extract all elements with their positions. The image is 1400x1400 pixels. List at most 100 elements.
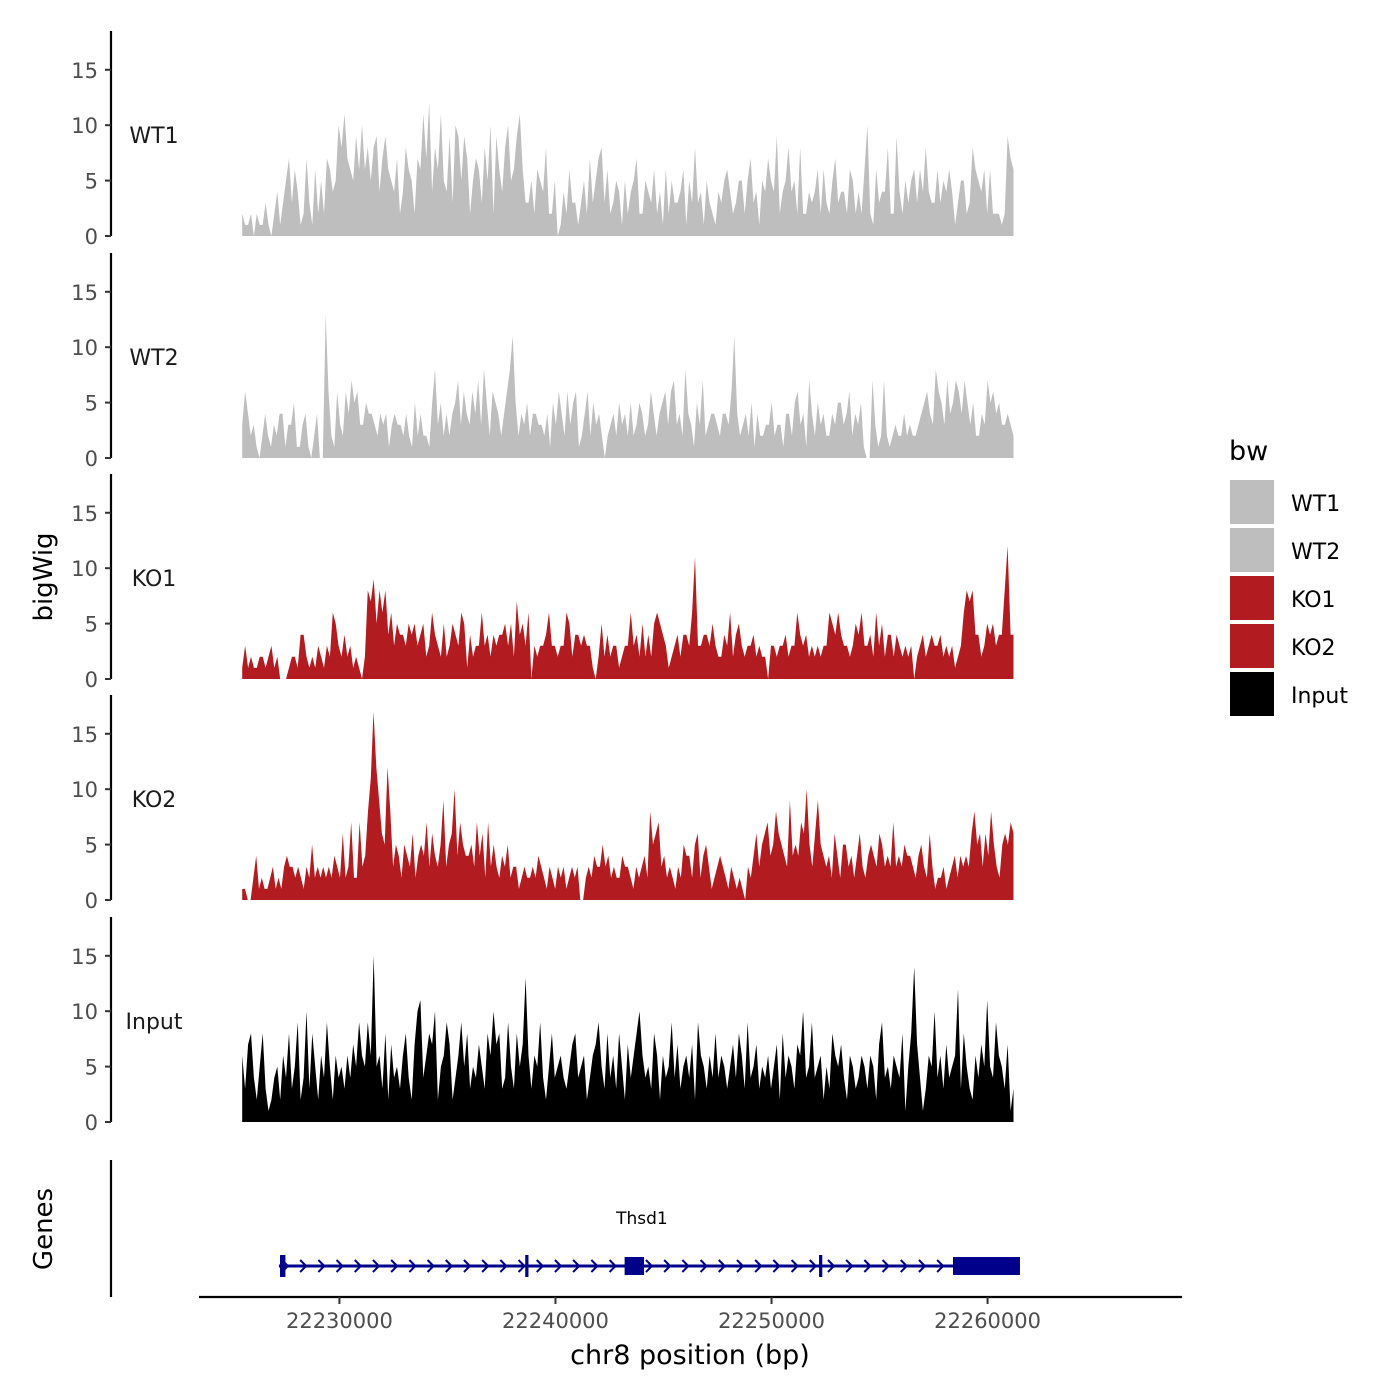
strand-arrow-icon	[699, 1259, 708, 1273]
y-tick-label: 10	[71, 114, 98, 138]
track-label-wt2: WT2	[129, 346, 178, 371]
track-label-input: Input	[126, 1010, 183, 1035]
strand-arrow-icon	[536, 1259, 545, 1273]
legend-title: bw	[1229, 436, 1268, 467]
legend: bw WT1 WT2 KO1 KO2 Input	[1229, 436, 1348, 716]
y-tick-label: 15	[71, 59, 98, 83]
track-label-wt1: WT1	[129, 124, 178, 149]
y-tick-label: 10	[71, 336, 98, 360]
strand-arrow-icon	[372, 1259, 381, 1273]
y-axis-label: bigWig	[29, 532, 59, 621]
strand-arrow-icon	[809, 1259, 818, 1273]
gene-exon	[819, 1255, 823, 1277]
legend-key-wt1	[1230, 480, 1274, 524]
y-tick-label: 5	[85, 834, 98, 858]
strand-arrow-icon	[881, 1259, 890, 1273]
gene-name-label: Thsd1	[615, 1209, 668, 1229]
track-panel-input: 0 5 10 15 Input	[71, 917, 1014, 1135]
strand-arrow-icon	[645, 1259, 654, 1273]
y-tick-label: 0	[85, 447, 98, 471]
track-label-ko2: KO2	[132, 788, 177, 813]
strand-arrow-icon	[445, 1259, 454, 1273]
y-tick-label: 0	[85, 889, 98, 913]
strand-arrow-icon	[426, 1259, 435, 1273]
signal-area-ko1	[242, 546, 1014, 679]
strand-arrow-icon	[354, 1259, 363, 1273]
track-panel-wt2: 0 5 10 15 WT2	[71, 253, 1014, 471]
strand-arrow-icon	[572, 1259, 581, 1273]
track-panel-wt1: 0 5 10 15 WT1	[71, 31, 1014, 249]
track-panel-ko1: 0 5 10 15 KO1	[71, 474, 1014, 692]
strand-arrow-icon	[390, 1259, 399, 1273]
strand-arrow-icon	[918, 1259, 927, 1273]
y-tick-label: 15	[71, 723, 98, 747]
x-tick-label: 22230000	[286, 1309, 393, 1333]
strand-arrow-icon	[736, 1259, 745, 1273]
strand-arrow-icon	[499, 1259, 508, 1273]
strand-arrow-icon	[718, 1259, 727, 1273]
gene-model	[278, 1255, 1020, 1277]
genes-panel: Genes Thsd1	[29, 1160, 1020, 1297]
strand-arrow-icon	[335, 1259, 344, 1273]
gene-exon	[280, 1255, 286, 1277]
x-axis: 22230000 22240000 22250000 22260000	[199, 1295, 1182, 1333]
legend-key-input	[1230, 672, 1274, 716]
y-tick-label: 0	[85, 668, 98, 692]
signal-area-wt1	[242, 103, 1014, 236]
x-tick-label: 22240000	[502, 1309, 609, 1333]
legend-label-ko2: KO2	[1291, 636, 1336, 661]
track-label-ko1: KO1	[132, 567, 177, 592]
strand-arrow-icon	[754, 1259, 763, 1273]
gene-exon	[952, 1257, 1020, 1275]
strand-arrow-icon	[463, 1259, 472, 1273]
y-tick-label: 10	[71, 778, 98, 802]
strand-arrow-icon	[772, 1259, 781, 1273]
x-axis-label: chr8 position (bp)	[570, 1340, 810, 1371]
strand-arrow-icon	[900, 1259, 909, 1273]
strand-arrow-icon	[827, 1259, 836, 1273]
x-tick-label: 22260000	[934, 1309, 1041, 1333]
y-tick-label: 0	[85, 1111, 98, 1135]
genes-axis-label: Genes	[29, 1188, 59, 1270]
strand-arrow-icon	[317, 1259, 326, 1273]
strand-arrow-icon	[863, 1259, 872, 1273]
legend-label-wt1: WT1	[1291, 492, 1340, 517]
strand-arrow-icon	[408, 1259, 417, 1273]
signal-area-input	[242, 955, 1014, 1122]
strand-arrow-icon	[517, 1259, 526, 1273]
track-panel-ko2: 0 5 10 15 KO2	[71, 695, 1014, 913]
gene-exon	[525, 1255, 529, 1277]
legend-label-input: Input	[1291, 684, 1348, 709]
strand-arrow-icon	[845, 1259, 854, 1273]
legend-label-wt2: WT2	[1291, 540, 1340, 565]
strand-arrow-icon	[790, 1259, 799, 1273]
y-tick-label: 5	[85, 392, 98, 416]
signal-area-wt2	[242, 313, 1014, 458]
x-tick-label: 22250000	[718, 1309, 825, 1333]
legend-key-wt2	[1230, 528, 1274, 572]
strand-arrow-icon	[663, 1259, 672, 1273]
strand-arrow-icon	[299, 1259, 308, 1273]
strand-arrow-icon	[481, 1259, 490, 1273]
strand-arrow-icon	[936, 1259, 945, 1273]
gene-exon	[624, 1257, 645, 1275]
y-tick-label: 0	[85, 225, 98, 249]
strand-arrow-icon	[554, 1259, 563, 1273]
y-tick-label: 15	[71, 502, 98, 526]
strand-arrow-icon	[608, 1259, 617, 1273]
track-panels: 0 5 10 15 WT1 0 5 10 15 WT2 0 5 10 15 KO1 0 5 10 15 KO2 0 5 10…	[71, 31, 1014, 1135]
legend-label-ko1: KO1	[1291, 588, 1336, 613]
y-tick-label: 10	[71, 1000, 98, 1024]
legend-key-ko2	[1230, 624, 1274, 668]
y-tick-label: 10	[71, 557, 98, 581]
legend-key-ko1	[1230, 576, 1274, 620]
y-tick-label: 15	[71, 281, 98, 305]
strand-arrow-icon	[590, 1259, 599, 1273]
strand-arrow-icon	[681, 1259, 690, 1273]
y-tick-label: 5	[85, 1056, 98, 1080]
y-tick-label: 5	[85, 613, 98, 637]
y-tick-label: 5	[85, 170, 98, 194]
y-tick-label: 15	[71, 945, 98, 969]
signal-area-ko2	[242, 711, 1014, 900]
